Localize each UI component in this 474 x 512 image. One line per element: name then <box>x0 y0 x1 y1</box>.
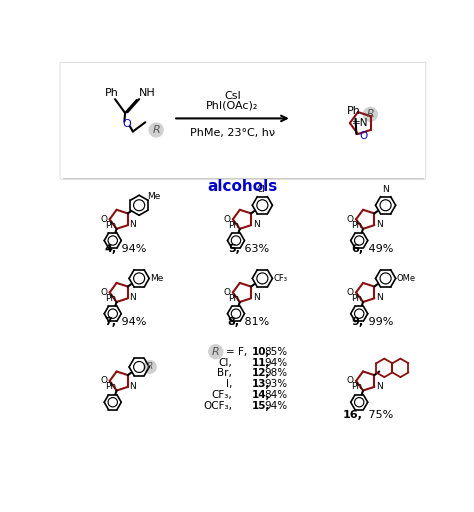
Text: 94%: 94% <box>264 357 288 368</box>
Text: 11,: 11, <box>252 357 271 368</box>
Text: 6,: 6, <box>351 244 363 254</box>
Text: NH: NH <box>139 88 156 98</box>
Text: R: R <box>212 347 219 357</box>
Text: Br,: Br, <box>217 368 232 378</box>
Text: alcohols: alcohols <box>208 179 278 194</box>
Text: 94%: 94% <box>264 400 288 411</box>
Text: = F,: = F, <box>226 347 247 357</box>
Text: 81%: 81% <box>241 317 270 327</box>
Circle shape <box>209 345 223 359</box>
Text: 7,: 7, <box>105 317 117 327</box>
Circle shape <box>144 361 156 373</box>
Text: 15,: 15, <box>252 400 271 411</box>
Text: PhMe, 23°C, hν: PhMe, 23°C, hν <box>190 127 275 138</box>
Text: 10,: 10, <box>252 347 271 357</box>
Text: I,: I, <box>226 379 232 389</box>
Text: CF₃: CF₃ <box>273 274 287 283</box>
Circle shape <box>364 108 377 121</box>
Text: Ph: Ph <box>228 221 239 230</box>
Text: 75%: 75% <box>365 410 393 420</box>
Text: 4,: 4, <box>104 244 117 254</box>
Text: O: O <box>122 119 131 129</box>
Circle shape <box>149 123 163 137</box>
Text: O: O <box>100 376 107 386</box>
Text: 98%: 98% <box>264 368 288 378</box>
Text: 16,: 16, <box>343 410 363 420</box>
Text: N: N <box>253 293 259 302</box>
Text: 49%: 49% <box>365 244 393 254</box>
Text: Ph: Ph <box>351 221 363 230</box>
Text: 13,: 13, <box>252 379 271 389</box>
Text: N: N <box>129 381 136 391</box>
Text: 14,: 14, <box>252 390 271 400</box>
Text: N: N <box>376 381 383 391</box>
Text: OMe: OMe <box>396 274 416 283</box>
FancyBboxPatch shape <box>60 62 426 179</box>
Text: 93%: 93% <box>264 379 288 389</box>
Text: Me: Me <box>147 191 160 201</box>
Text: Ph: Ph <box>351 294 363 303</box>
Text: Ph: Ph <box>105 294 116 303</box>
Text: CsI: CsI <box>224 92 241 101</box>
Text: 12,: 12, <box>252 368 271 378</box>
Text: Cl,: Cl, <box>219 357 232 368</box>
Text: 99%: 99% <box>365 317 393 327</box>
Text: PhI(OAc)₂: PhI(OAc)₂ <box>206 101 259 111</box>
Text: Me: Me <box>150 274 164 283</box>
Text: R: R <box>152 125 160 135</box>
Text: N: N <box>376 220 383 229</box>
Text: N: N <box>253 220 259 229</box>
Text: N: N <box>382 185 389 194</box>
Text: 84%: 84% <box>264 390 288 400</box>
Text: 5,: 5, <box>228 244 240 254</box>
Text: O: O <box>360 132 368 141</box>
Text: CF₃,: CF₃, <box>211 390 232 400</box>
Text: 94%: 94% <box>118 244 146 254</box>
Text: 85%: 85% <box>264 347 288 357</box>
Text: Ph: Ph <box>347 105 361 116</box>
Text: O: O <box>100 288 107 297</box>
Text: R: R <box>147 362 153 372</box>
Text: O: O <box>224 215 230 224</box>
Text: Ph: Ph <box>351 382 363 392</box>
Text: Ph: Ph <box>105 382 116 392</box>
Text: O: O <box>347 215 354 224</box>
Text: O: O <box>347 376 354 386</box>
Text: O: O <box>100 215 107 224</box>
Text: N: N <box>129 220 136 229</box>
Text: R: R <box>366 110 374 119</box>
Text: N: N <box>129 293 136 302</box>
Text: OCF₃,: OCF₃, <box>203 400 232 411</box>
Text: Cl: Cl <box>256 185 265 194</box>
Text: 8,: 8, <box>228 317 240 327</box>
Text: O: O <box>224 288 230 297</box>
Text: 63%: 63% <box>241 244 270 254</box>
Text: Ph: Ph <box>105 221 116 230</box>
Text: 94%: 94% <box>118 317 146 327</box>
Text: =N: =N <box>351 118 368 128</box>
Text: N: N <box>376 293 383 302</box>
Text: Ph: Ph <box>228 294 239 303</box>
Text: Ph: Ph <box>105 88 119 98</box>
Text: 9,: 9, <box>351 317 363 327</box>
Text: O: O <box>347 288 354 297</box>
